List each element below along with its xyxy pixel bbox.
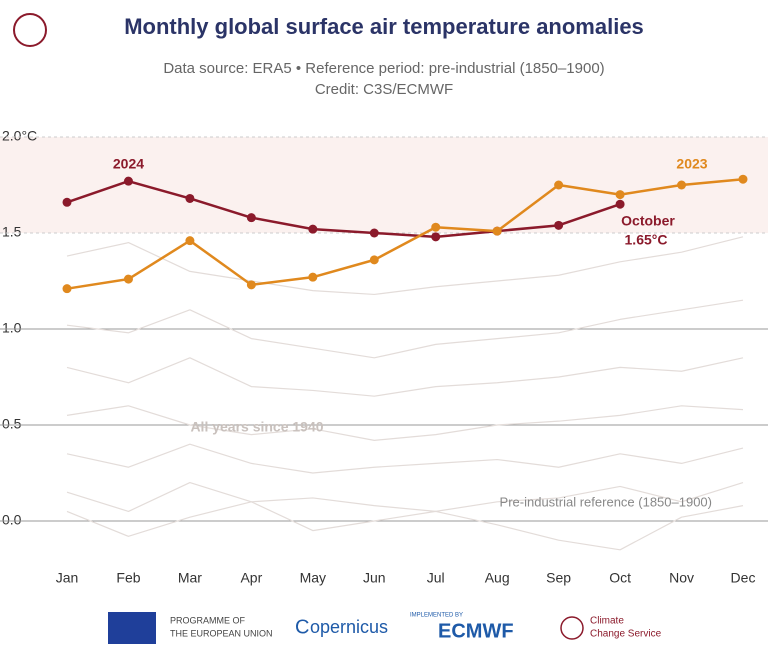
x-tick-label: Dec	[731, 570, 756, 586]
background-line	[66, 357, 744, 397]
point	[492, 226, 502, 236]
background-line	[66, 443, 744, 474]
x-tick-label: Apr	[240, 570, 262, 586]
plot: 0.0 0.5 1.0 1.5 2.0°C All years since 1940 Pre…	[0, 128, 768, 586]
x-tick-label: Sep	[546, 570, 571, 586]
point	[738, 174, 748, 184]
y-tick-label: 1.0	[2, 320, 22, 336]
background-line	[66, 405, 744, 441]
point	[246, 280, 256, 290]
annotation: 1.65°C	[625, 232, 668, 248]
footer-text: THE EUROPEAN UNION	[170, 628, 273, 638]
x-tick-label: Mar	[178, 570, 202, 586]
series-line	[66, 177, 744, 290]
chart-title: Monthly global surface air temperature a…	[124, 14, 644, 39]
series-label: 2024	[113, 156, 144, 172]
x-tick-label: Jun	[363, 570, 386, 586]
point	[62, 284, 72, 294]
x-tick-label: Jan	[56, 570, 79, 586]
y-tick-label: 2.0°C	[2, 128, 37, 144]
x-tick-label: May	[300, 570, 326, 586]
footer-text: IMPLEMENTED BY	[410, 613, 463, 619]
point	[123, 176, 133, 186]
footer-text: Change Service	[590, 629, 662, 640]
point	[123, 274, 133, 284]
point	[554, 180, 564, 190]
point	[431, 222, 441, 232]
footer-text: opernicus	[310, 617, 388, 637]
annotation: October	[621, 213, 675, 229]
background-line	[66, 501, 744, 551]
eu-flag	[108, 612, 156, 644]
x-tick-label: Jul	[427, 570, 445, 586]
footer-text: C	[295, 616, 309, 638]
point	[369, 255, 379, 265]
point	[615, 199, 625, 209]
logo	[13, 13, 47, 47]
footer-text: ECMWF	[438, 620, 514, 642]
x-tick-label: Oct	[609, 570, 631, 586]
footer-text: PROGRAMME OF	[170, 615, 246, 625]
y-tick-label: 0.5	[2, 416, 22, 432]
point	[185, 193, 195, 203]
point	[308, 272, 318, 282]
logo	[560, 616, 584, 640]
background-line	[66, 482, 744, 512]
y-tick-label: 0.0	[2, 512, 22, 528]
point	[554, 220, 564, 230]
x-tick-label: Feb	[116, 570, 140, 586]
point	[62, 197, 72, 207]
point	[246, 213, 256, 223]
point	[185, 236, 195, 246]
annotation: All years since 1940	[190, 419, 323, 435]
point	[369, 228, 379, 238]
footer-text: Climate	[590, 616, 624, 627]
point	[615, 190, 625, 200]
subtitle: Credit: C3S/ECMWF	[315, 81, 453, 98]
point	[677, 180, 687, 190]
y-tick-label: 1.5	[2, 224, 22, 240]
x-tick-label: Nov	[669, 570, 694, 586]
x-tick-label: Aug	[485, 570, 510, 586]
series-line	[66, 179, 621, 239]
background-line	[66, 236, 744, 296]
series-label: 2023	[676, 156, 707, 172]
annotation: Pre-industrial reference (1850–1900)	[500, 494, 712, 509]
point	[431, 232, 441, 242]
background-line	[66, 299, 744, 359]
point	[308, 224, 318, 234]
subtitle: Data source: ERA5 • Reference period: pr…	[163, 60, 604, 77]
